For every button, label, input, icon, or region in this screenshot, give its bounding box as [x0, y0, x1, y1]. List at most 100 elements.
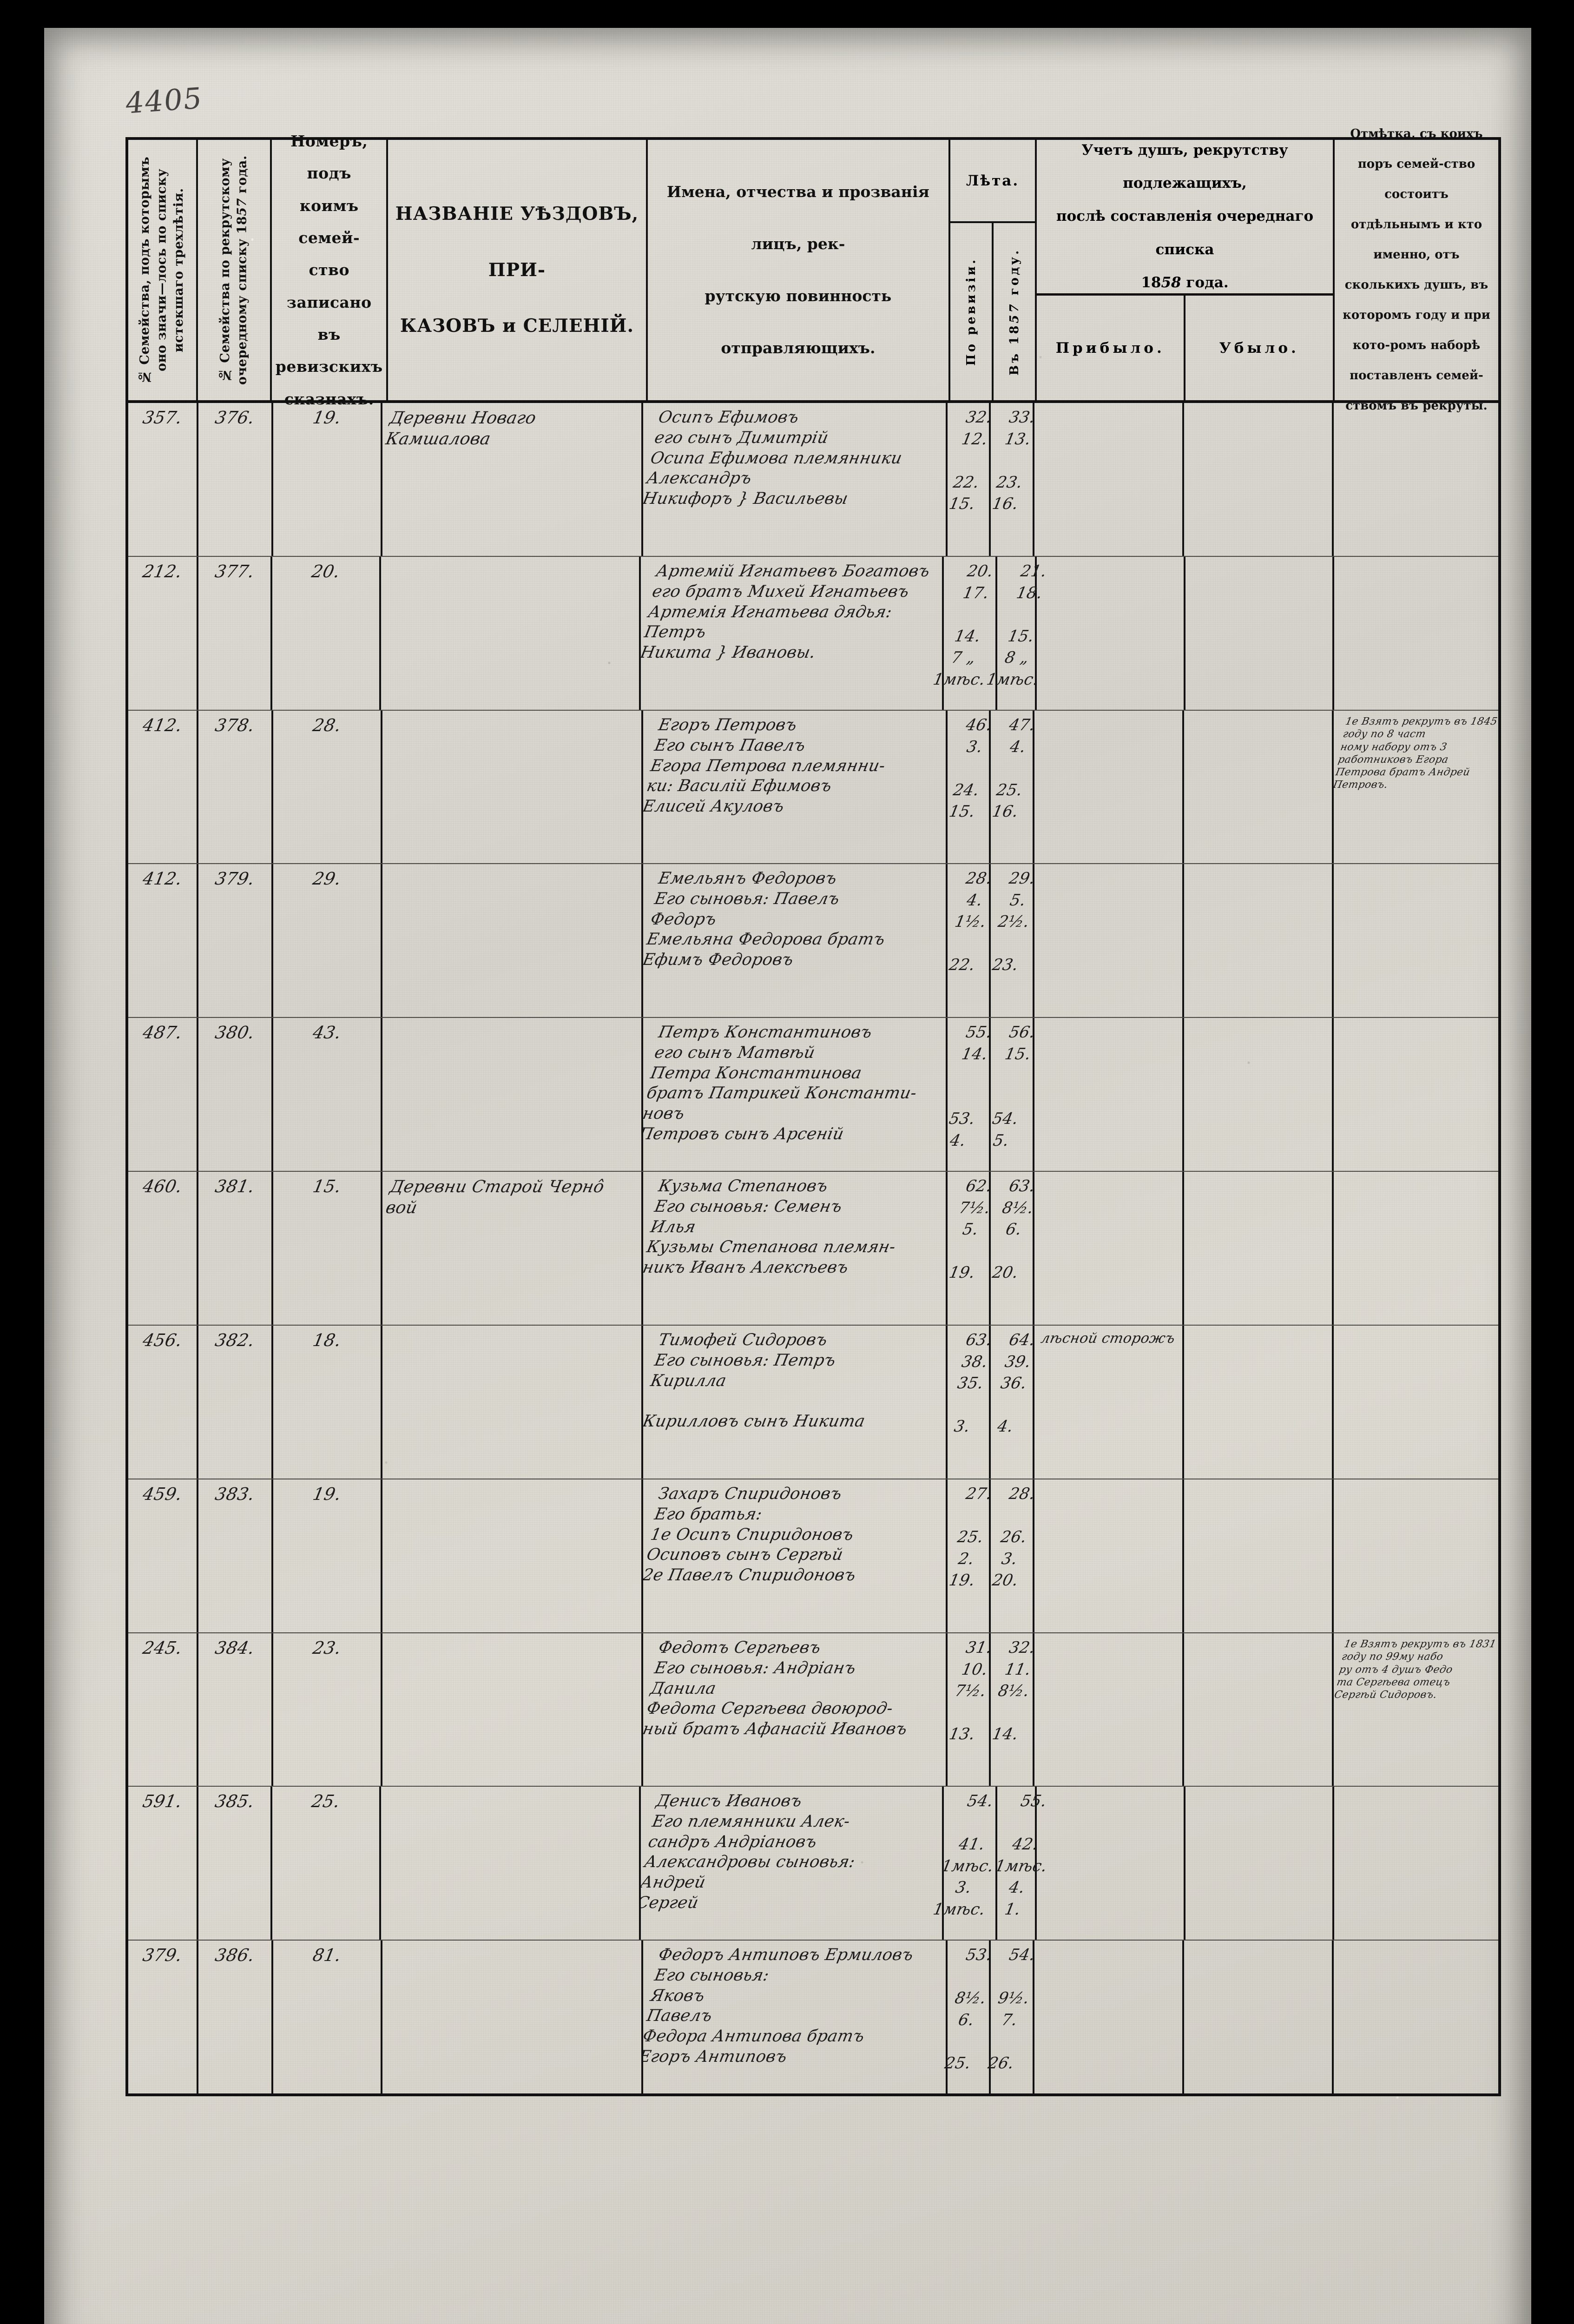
departed-note — [1189, 1945, 1329, 1962]
revision-record-number: 29. — [311, 869, 343, 889]
cell-revision-record-number: 25. — [272, 1787, 382, 1940]
cell-person-names: Федоръ Антиповъ Ермиловъ Его сыновья: Яков… — [643, 1941, 948, 2093]
paper-sheet: 4405 № Семейства, подъ которымъ оно знач… — [44, 28, 1531, 2324]
cell-revision-record-number: 29. — [273, 864, 382, 1017]
revision-record-number: 15. — [311, 1176, 343, 1197]
cell-place-name — [382, 710, 644, 864]
header-revision-record-number: Номеръ, подъ коимъ семей-ство записано въ … — [272, 132, 389, 408]
header-revision-list-number: № Семейства, подъ которымъ оно значи—лос… — [128, 140, 198, 400]
remark-note — [1339, 561, 1494, 574]
place-name — [386, 1945, 638, 1966]
place-name: Деревни Старой Чернô вой — [384, 1177, 606, 1218]
header-arrived: Прибыло. — [1037, 296, 1186, 400]
header-place-line2: КАЗОВЪ и СЕЛЕНIЙ. — [400, 315, 634, 337]
arrived-note — [1039, 408, 1179, 424]
arrived-note — [1039, 1023, 1179, 1039]
cell-recruit-list-number: 378. — [198, 710, 273, 864]
cell-accounting — [1034, 1479, 1334, 1632]
cell-person-names: Емельянъ Федоровъ Его сыновья: Павелъ Федо… — [643, 864, 948, 1017]
departed-note — [1191, 561, 1330, 578]
cell-accounting — [1034, 710, 1334, 864]
header-accounting-title: Учетъ душъ, рекрутству подлежащихъ, посл… — [1037, 140, 1333, 296]
cell-remarks — [1334, 1018, 1498, 1171]
remark-note — [1339, 1791, 1494, 1804]
header-departed: Убыло. — [1219, 339, 1299, 357]
cell-place-name — [382, 1941, 644, 2093]
remark-note — [1338, 869, 1494, 881]
cell-place-name — [382, 1325, 644, 1479]
cell-recruit-list-number: 380. — [198, 1018, 273, 1171]
revision-list-number: 456. — [141, 1330, 184, 1350]
table-row: 379. 386. 81. Федоръ Антиповъ Ермиловъ Ег… — [128, 1941, 1498, 2093]
revision-list-number: 459. — [141, 1484, 184, 1504]
cell-revision-list-number: 412. — [128, 864, 199, 1017]
person-names: Федотъ Сергѣевъ Его сыновья: Андріанъ Дани… — [643, 1638, 909, 1738]
cell-recruit-list-number: 379. — [198, 864, 273, 1017]
recruit-list-number: 382. — [213, 1330, 257, 1350]
cell-person-names: Егоръ Петровъ Его сынъ Павелъ Егора Петров… — [643, 710, 948, 864]
remark-note — [1338, 1945, 1494, 1958]
cell-remarks — [1334, 1326, 1498, 1479]
cell-person-names: Захаръ Спиридоновъ Его братья: 1е Осипъ Сп… — [643, 1479, 948, 1632]
header-accounting-group: Учетъ душъ, рекрутству подлежащихъ, посл… — [1037, 140, 1335, 400]
cell-remarks — [1334, 1941, 1498, 2093]
revision-record-number: 23. — [311, 1637, 343, 1658]
recruit-list-number: 376. — [213, 408, 257, 428]
cell-recruit-list-number: 382. — [198, 1325, 273, 1479]
cell-years: 54. 41. 1мѣс. 3. 1мѣс. 55. 42. 1мѣс. 4. 1. — [931, 1787, 1049, 1940]
header-place-name: НАЗВАНIЕ УѢЗДОВЪ, ПРИ- КАЗОВЪ и СЕЛЕНIЙ. — [388, 140, 648, 400]
cell-place-name — [382, 1633, 644, 1786]
departed-note — [1189, 408, 1329, 424]
revision-list-number: 487. — [141, 1023, 184, 1043]
place-name: Деревни Новаго Камшалова — [384, 409, 538, 449]
recruit-list-number: 379. — [213, 869, 257, 889]
place-name — [386, 1330, 638, 1351]
cell-remarks: 1е Взятъ рекрутъ въ 1831 году по 99му на… — [1334, 1633, 1498, 1786]
person-names: Кузьма Степановъ Его сыновья: Семенъ Илья К… — [643, 1177, 897, 1277]
revision-record-number: 43. — [311, 1023, 343, 1043]
header-names-line2: рутскую повинность отправляющихъ. — [705, 287, 892, 357]
folio-number: 4405 — [124, 80, 204, 121]
table-row: 460. 381. 15. Деревни Старой Чернô вой Ку… — [128, 1172, 1498, 1326]
departed-note — [1191, 1791, 1330, 1808]
cell-years: 46. 3. 24. 15. 47. 4. 25. 16. — [948, 710, 1037, 864]
departed-note — [1189, 715, 1329, 732]
cell-remarks — [1334, 1479, 1498, 1632]
cell-revision-list-number: 212. — [128, 556, 198, 710]
cell-accounting — [1037, 556, 1335, 710]
cell-recruit-list-number: 377. — [198, 556, 273, 710]
arrived-note — [1039, 1484, 1179, 1501]
cell-place-name — [381, 1787, 641, 1940]
revision-record-number: 19. — [311, 1484, 343, 1504]
recruit-list-table: № Семейства, подъ которымъ оно значи—лос… — [125, 127, 1501, 2096]
header-years-current: Въ 1857 году. — [1007, 248, 1021, 376]
remark-note: 1е Взятъ рекрутъ въ 1831 году по 99му на… — [1333, 1638, 1497, 1701]
person-names: Федоръ Антиповъ Ермиловъ Его сыновья: Яков… — [643, 1946, 915, 2066]
cell-accounting — [1034, 1018, 1334, 1171]
cell-place-name: Деревни Старой Чернô вой — [382, 1172, 644, 1325]
cell-years: 55. 14. 53. 4. 56. 15. 54. 5. — [948, 1018, 1037, 1171]
cell-revision-record-number: 15. — [273, 1172, 382, 1325]
departed-note — [1189, 1638, 1329, 1655]
remark-note: 1е Взятъ рекрутъ въ 1845 году по 8 част н… — [1333, 715, 1498, 791]
person-names: Денисъ Ивановъ Его племянники Алек-сандръ… — [641, 1792, 857, 1913]
cell-person-names: Федотъ Сергѣевъ Его сыновья: Андріанъ Дани… — [643, 1633, 948, 1786]
cell-recruit-list-number: 384. — [198, 1633, 273, 1786]
cell-remarks — [1334, 1172, 1498, 1325]
recruit-list-number: 386. — [213, 1945, 257, 1966]
remark-note — [1338, 1484, 1494, 1497]
revision-list-number: 412. — [141, 715, 184, 735]
cell-revision-list-number: 591. — [128, 1787, 198, 1940]
cell-place-name — [382, 1479, 644, 1632]
revision-record-number: 18. — [311, 1330, 343, 1350]
cell-revision-list-number: 357. — [128, 403, 199, 556]
cell-recruit-list-number: 386. — [198, 1941, 273, 2093]
table-row: 412. 378. 28. Егоръ Петровъ Его сынъ Паве… — [128, 710, 1498, 865]
cell-revision-record-number: 81. — [273, 1941, 382, 2093]
cell-place-name: Деревни Новаго Камшалова — [382, 403, 644, 556]
revision-list-number: 460. — [141, 1176, 184, 1197]
departed-note — [1189, 1484, 1329, 1501]
recruit-list-number: 377. — [213, 561, 256, 581]
remark-note — [1338, 1176, 1494, 1189]
